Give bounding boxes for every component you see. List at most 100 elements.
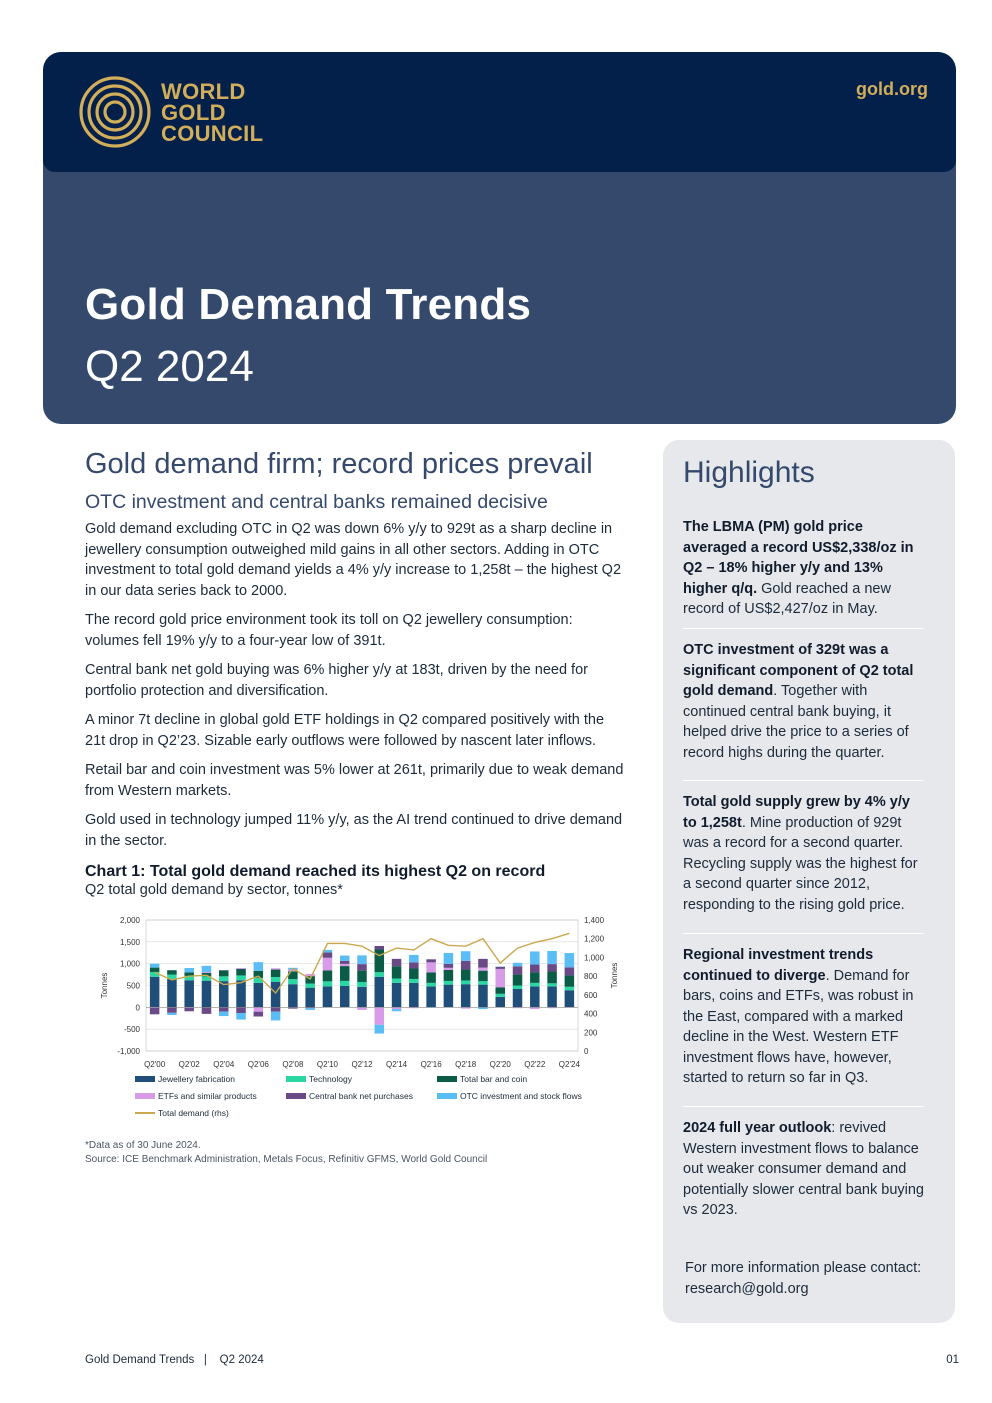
bar-segment (495, 993, 505, 997)
bar-segment (547, 964, 557, 972)
bar-segment (219, 1007, 229, 1012)
chart-plot: 2,000 1,500 1,000 500 0 -500 -1,000 1,400 1,200 1… (100, 916, 619, 1069)
chart-source: Source: ICE Benchmark Administration, Me… (85, 1154, 488, 1165)
highlight-lead: Regional investment trends continued to … (683, 947, 874, 984)
y-tick-label: 2,000 (120, 916, 141, 925)
bar-segment (478, 970, 488, 982)
bar-segment (547, 951, 557, 965)
bar-segment (236, 1007, 246, 1014)
bar-segment (305, 983, 315, 988)
highlight-lead: 2024 full year outlook (683, 1120, 832, 1136)
bar-segment (426, 972, 436, 983)
y2-tick-label: 800 (584, 972, 598, 981)
bar-segment (357, 964, 367, 971)
bar-segment (426, 962, 436, 973)
bar-segment (288, 969, 298, 972)
bar-segment (426, 986, 436, 1008)
bar-segment (339, 985, 350, 1008)
x-tick-label: Q2'14 (386, 1060, 408, 1069)
legend-swatch (437, 1076, 457, 1082)
bar-segment (547, 971, 557, 984)
bar-segment (339, 955, 350, 961)
bar-segment (409, 962, 419, 969)
body-paragraph: The record gold price environment took i… (85, 612, 573, 649)
bar-segment (270, 1007, 281, 1012)
bar-segment (391, 982, 402, 1008)
bar-segment (374, 945, 385, 950)
bar-segment (305, 987, 315, 1008)
bar-segment (305, 976, 315, 984)
bar-segment (374, 1007, 385, 1025)
highlight-lead: The LBMA (PM) gold price averaged a reco… (683, 519, 914, 597)
logo-wordmark: WORLD GOLD COUNCIL (161, 80, 263, 144)
x-tick-label: Q2'04 (213, 1060, 235, 1069)
bar-segment (236, 975, 246, 981)
divider (683, 628, 924, 629)
bar-segment (167, 1012, 177, 1015)
bar-segment (149, 967, 160, 972)
bar-segment (478, 967, 488, 971)
bar-segment (357, 1007, 367, 1010)
bar-segment (530, 972, 540, 983)
bar-segment (149, 1007, 160, 1015)
bar-segment (339, 960, 350, 964)
highlight-text: Gold reached a new record of US$2,427/oz… (683, 580, 891, 618)
highlight-text: : revived Western investment flows to ba… (683, 1120, 924, 1218)
bar-segment (374, 972, 385, 977)
legend-label: Total demand (rhs) (158, 1108, 229, 1118)
bar-segment (236, 968, 246, 969)
bar-segment (339, 966, 350, 981)
y-tick-label: 0 (136, 1003, 141, 1012)
main-heading: Gold demand firm; record prices prevail (85, 448, 593, 480)
bar-segment (374, 949, 385, 973)
highlight-lead: Total gold supply grew by 4% y/y to 1,25… (683, 794, 910, 831)
bar-segment (391, 958, 402, 967)
x-tick-label: Q2'08 (282, 1060, 304, 1069)
total-demand-line (154, 932, 570, 995)
highlight-item: Total gold supply grew by 4% y/y to 1,25… (683, 792, 925, 915)
bar-segment (253, 962, 264, 971)
chart-title: Chart 1: Total gold demand reached its h… (85, 863, 546, 880)
bar-segment (322, 952, 333, 958)
bar-segment (512, 974, 523, 986)
legend-label: Technology (309, 1074, 353, 1084)
site-link[interactable]: gold.org (856, 79, 928, 99)
bar-segment (322, 986, 333, 1008)
bar-segment (426, 982, 436, 987)
x-tick-label: Q2'20 (490, 1060, 512, 1069)
bar-segment (391, 978, 402, 983)
bar-segment (547, 986, 557, 1008)
bar-segment (288, 984, 298, 1008)
world-gold-council-logo[interactable]: WORLD GOLD COUNCIL (79, 76, 263, 148)
bar-segment (460, 980, 471, 985)
bar-segment (391, 1007, 402, 1010)
bar-segment (547, 983, 557, 987)
bar-segment (443, 963, 454, 968)
bar-segment (149, 971, 160, 977)
bar-segment (495, 987, 505, 994)
bar-segment (167, 1007, 177, 1013)
report-period: Q2 2024 (85, 342, 254, 391)
bar-segment (409, 978, 419, 983)
bar-segment (236, 980, 246, 1008)
bar-segment (530, 982, 540, 987)
x-tick-label: Q2'12 (351, 1060, 373, 1069)
y-tick-label: -500 (124, 1025, 141, 1034)
legend-swatch (286, 1076, 306, 1082)
legend-swatch (437, 1093, 457, 1099)
y2-axis-title: Tonnes (610, 963, 619, 989)
x-tick-label: Q2'02 (179, 1060, 201, 1069)
legend-item: Total bar and coin (437, 1074, 527, 1084)
bar-segment (460, 1007, 471, 1009)
highlight-item: 2024 full year outlook: revived Western … (683, 1118, 925, 1221)
bar-segment (426, 959, 436, 963)
bar-segment (270, 968, 281, 970)
bar-segment (322, 970, 333, 982)
demand-chart: 2,000 1,500 1,000 500 0 -500 -1,000 1,400 1,200 1… (85, 904, 625, 1139)
y-tick-label: 500 (127, 982, 141, 991)
legend-label: Central bank net purchases (309, 1091, 413, 1101)
bar-segment (288, 979, 298, 985)
x-tick-label: Q2'16 (421, 1060, 443, 1069)
bar-segment (460, 951, 471, 961)
y2-tick-label: 400 (584, 1010, 598, 1019)
